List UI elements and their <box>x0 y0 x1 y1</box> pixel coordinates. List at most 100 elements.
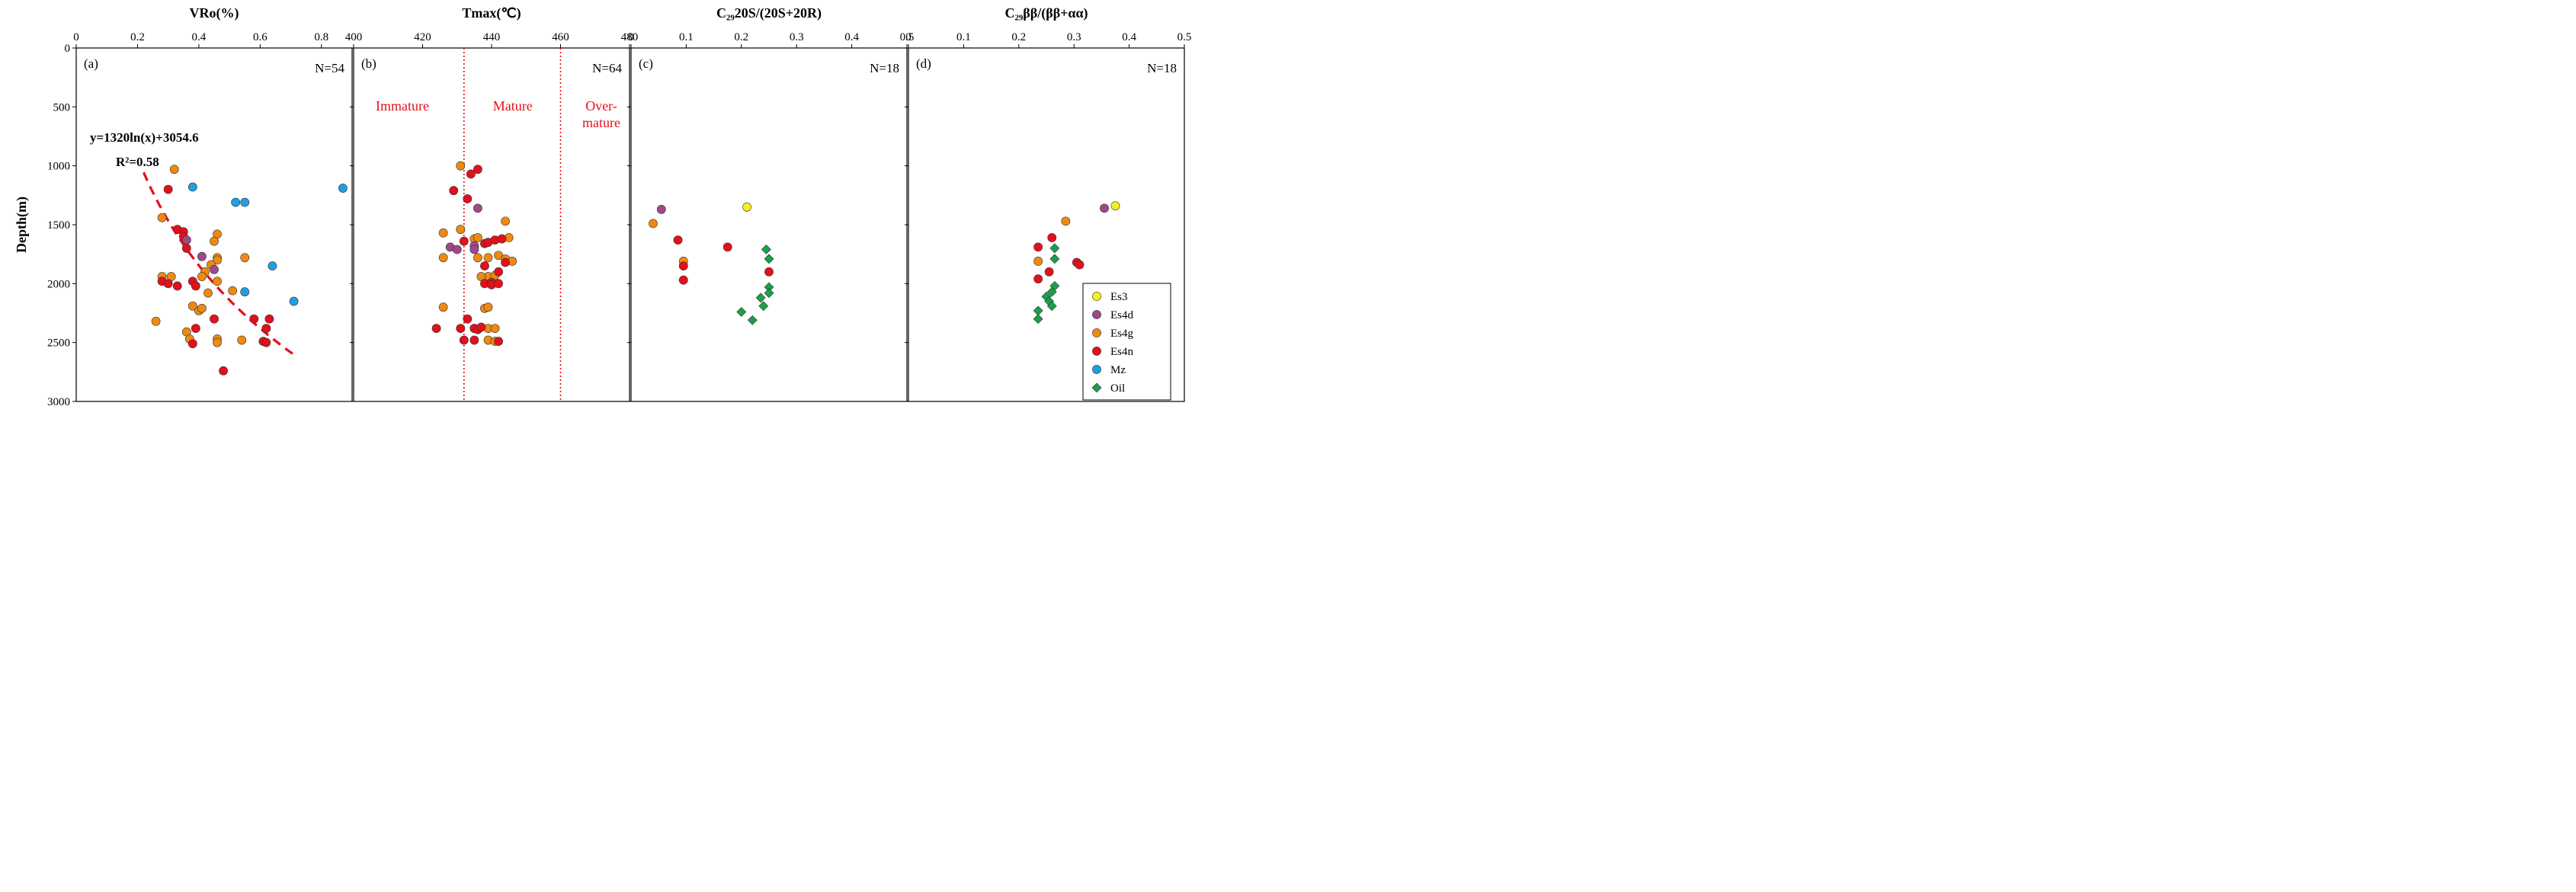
figure: VRo(%) 0 0.2 0.4 0.6 0.8 0 500 1000 1500 2000 2500 3… <box>14 5 1192 408</box>
data-point-es4n <box>1075 260 1085 270</box>
data-point-es4g <box>456 161 466 171</box>
data-point-oil <box>747 315 758 325</box>
data-point-mz <box>240 197 250 207</box>
maturity-zone-label: mature <box>582 115 620 130</box>
panel-title: Tmax(℃) <box>462 5 521 21</box>
data-point-es4g <box>237 335 247 345</box>
data-point-es4d <box>469 245 479 254</box>
data-point-es4d <box>210 264 219 274</box>
panel-label: (c) <box>639 56 653 71</box>
data-point-oil <box>1046 301 1057 312</box>
data-point-es4n <box>219 366 228 376</box>
x-tick-label: 0.1 <box>679 31 694 43</box>
panel-label: (a) <box>84 56 98 71</box>
data-point-es4n <box>261 324 271 334</box>
data-point-es4g <box>649 219 658 229</box>
data-point-es4n <box>191 324 200 334</box>
legend-label: Mz <box>1110 364 1126 376</box>
data-point-mz <box>289 296 299 306</box>
data-point-es4n <box>210 314 219 324</box>
data-point-mz <box>187 182 197 192</box>
data-point-es4g <box>473 233 482 242</box>
sample-count-label: N=64 <box>592 61 622 75</box>
maturity-zone-label: Over- <box>585 98 617 113</box>
sample-count-label: N=18 <box>1147 61 1177 75</box>
x-tick-label: 0.4 <box>844 31 859 43</box>
y-tick-label: 3000 <box>47 396 70 408</box>
data-point-es4g <box>151 316 161 326</box>
plot-frame <box>75 47 353 402</box>
legend-label: Es4g <box>1110 328 1134 340</box>
legend-marker <box>1092 328 1101 337</box>
data-point-es4g <box>169 165 179 174</box>
data-point-es4g <box>456 225 466 235</box>
data-point-es3 <box>1110 201 1120 211</box>
data-point-es4n <box>459 335 469 345</box>
x-tick-label: 0.1 <box>956 31 971 43</box>
data-point-es4n <box>459 236 469 246</box>
y-tick-label: 1500 <box>47 219 70 232</box>
regression-r2: R²=0.58 <box>116 155 159 169</box>
data-point-oil <box>1046 286 1057 297</box>
x-tick-label: 0 <box>905 31 912 43</box>
x-tick-label: 440 <box>483 31 501 43</box>
regression-equation: y=1320ln(x)+3054.6 <box>90 130 199 145</box>
data-point-es4d <box>452 245 462 254</box>
x-tick-label: 400 <box>345 31 363 43</box>
data-point-es4g <box>213 337 222 347</box>
data-point-es4n <box>463 314 473 324</box>
data-point-es4g <box>438 302 448 312</box>
data-point-es4n <box>494 267 503 277</box>
data-point-es4n <box>181 244 191 253</box>
data-point-es4g <box>483 253 493 263</box>
data-point-oil <box>758 301 769 312</box>
data-point-es4n <box>494 337 503 347</box>
data-point-es4n <box>261 337 271 347</box>
legend-marker <box>1092 310 1101 319</box>
data-point-es4n <box>473 165 482 174</box>
x-tick-label: 0.6 <box>253 31 268 43</box>
x-tick-label: 0.5 <box>1177 31 1192 43</box>
data-point-es4g <box>473 253 482 263</box>
x-tick-label: 0.3 <box>1067 31 1081 43</box>
legend-label: Oil <box>1110 382 1125 395</box>
data-point-es4g <box>197 272 207 281</box>
data-point-es4n <box>476 322 486 332</box>
legend-marker <box>1091 382 1102 393</box>
x-tick-label: 0.2 <box>734 31 748 43</box>
panel-title: C₂₉20S/(20S+20R) <box>716 5 822 21</box>
panel-label: (d) <box>916 56 931 71</box>
x-tick-label: 0.3 <box>790 31 804 43</box>
plot-frame <box>630 47 908 402</box>
x-tick-label: 0.2 <box>1011 31 1026 43</box>
x-tick-label: 460 <box>552 31 569 43</box>
data-point-es4d <box>1100 203 1109 213</box>
panel-d: C₂₉ββ/(ββ+αα) 0 0.1 0.2 0.3 0.4 0.5 (d) N=18 <box>905 5 1192 402</box>
data-point-es4g <box>1061 216 1071 226</box>
data-point-es4n <box>722 242 732 252</box>
data-point-es4n <box>172 281 182 291</box>
data-point-es4n <box>497 234 507 244</box>
data-point-es4g <box>213 277 222 286</box>
data-point-oil <box>764 254 774 264</box>
legend-label: Es4n <box>1110 346 1134 358</box>
x-tick-label: 0 <box>73 31 79 43</box>
data-point-es4n <box>163 279 173 289</box>
data-point-es4g <box>197 303 207 313</box>
data-point-es4n <box>494 279 503 289</box>
data-point-es4n <box>466 169 476 179</box>
data-point-es4n <box>187 339 197 349</box>
maturity-zone-label: Immature <box>376 98 429 113</box>
data-point-es4g <box>210 236 219 246</box>
data-point-es4d <box>197 251 207 261</box>
data-point-es4n <box>678 261 688 271</box>
panel-a: VRo(%) 0 0.2 0.4 0.6 0.8 0 500 1000 1500 2000 2500 3… <box>47 5 353 408</box>
legend: Es3 Es4d Es4g Es4n Mz Oil <box>1082 283 1171 401</box>
x-tick-label: 0.2 <box>130 31 145 43</box>
data-point-es4g <box>228 286 238 296</box>
legend-label: Es3 <box>1110 291 1128 303</box>
data-point-es4g <box>438 253 448 263</box>
data-point-oil <box>1033 305 1043 316</box>
data-point-es3 <box>742 202 751 212</box>
data-point-es4n <box>456 324 466 334</box>
